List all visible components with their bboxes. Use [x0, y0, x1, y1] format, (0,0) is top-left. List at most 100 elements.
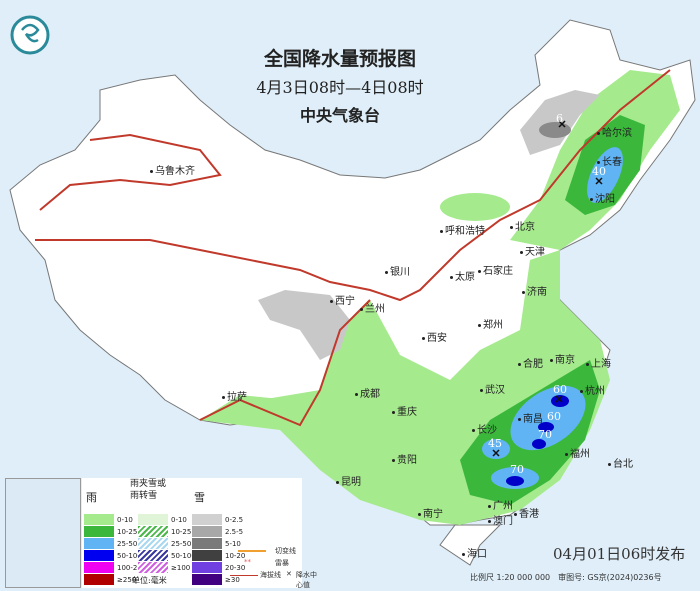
snow-area-plateau [258, 290, 350, 360]
center-x-icon [558, 120, 566, 128]
legend: 雨 雨夹雪或雨转雪 雪 0-10 10-25 25-50 50-100 100-250 ≥… [82, 478, 302, 588]
city-label: 澳门 [488, 512, 513, 527]
legend-center: 降水中心值 [296, 571, 317, 589]
city-label: 昆明 [336, 473, 361, 488]
city-label: 西宁 [330, 292, 355, 307]
center-markers [492, 120, 603, 457]
forecast-period: 4月3日08时—4日08时 [256, 78, 424, 97]
snow-label: 20-30 [225, 564, 246, 572]
snow-swatch [192, 550, 222, 561]
sleet-label: ≥100 [171, 564, 191, 572]
city-label: 太原 [450, 268, 475, 283]
city-label: 贵阳 [392, 451, 417, 466]
snow-swatch [192, 562, 222, 573]
precip-center-value: 40 [592, 165, 606, 178]
city-label: 香港 [514, 505, 539, 520]
city-label: 西安 [422, 329, 447, 344]
center-x-icon [492, 449, 500, 457]
sleet-swatch [138, 514, 168, 525]
rain-label: 25-50 [117, 540, 138, 548]
precip-center-value: 60 [547, 410, 561, 423]
legend-rain-title: 雨 [86, 491, 97, 504]
rain-swatch [84, 574, 114, 585]
rain-50-100-center [506, 476, 524, 486]
legend-shear-line: 切变线 [275, 547, 296, 555]
rain-swatch [84, 526, 114, 537]
city-label: 银川 [385, 263, 410, 278]
snow-swatch [192, 538, 222, 549]
snow-swatch [192, 526, 222, 537]
snow-label: 2.5-5 [225, 528, 244, 536]
legend-snow-title: 雪 [194, 491, 205, 504]
sleet-swatch [138, 538, 168, 549]
snow-swatch [192, 514, 222, 525]
sleet-label: 0-10 [171, 516, 187, 524]
rain-label: ≥250 [117, 576, 137, 584]
rain-0-10-area-inner-mongolia [440, 193, 510, 221]
rain-swatch [84, 514, 114, 525]
precip-center-value: 60 [553, 383, 567, 396]
sleet-label: 25-50 [171, 540, 192, 548]
snow-label: 5-10 [225, 540, 241, 548]
city-label: 成都 [355, 385, 380, 400]
rain-label: 0-10 [117, 516, 133, 524]
snow-label: 0-2.5 [225, 516, 244, 524]
city-label: 海口 [462, 545, 487, 560]
city-label: 天津 [520, 243, 545, 258]
legend-extra: 切变线 ** 雷暴 海拔线 ✕ 降水中心值 [230, 540, 320, 590]
city-label: 南宁 [418, 505, 443, 520]
sleet-label: 10-25 [171, 528, 192, 536]
precip-center-value: 70 [538, 428, 552, 441]
cma-logo-swirl [21, 23, 40, 43]
rain-label: 100-250 [117, 564, 147, 572]
snow-swatch [192, 574, 222, 585]
sleet-swatch [138, 550, 168, 561]
city-label: 重庆 [392, 403, 417, 418]
scale-and-approval: 比例尺 1:20 000 000 审图号: GS京(2024)0236号 [470, 573, 662, 582]
snow-label: ≥30 [225, 576, 240, 584]
city-label: 台北 [608, 455, 633, 470]
city-label: 北京 [510, 218, 535, 233]
center-x-icon: ✕ [286, 570, 292, 578]
rain-50-100-center [532, 439, 546, 449]
center-x-icon [595, 177, 603, 185]
shear-line-swatch [238, 550, 266, 552]
city-label: 乌鲁木齐 [150, 162, 195, 177]
city-label: 杭州 [580, 382, 605, 397]
legend-thunder: 雷暴 [275, 559, 289, 567]
thunder-icon: ** [244, 558, 251, 566]
city-label: 南昌 [518, 410, 543, 425]
city-label: 呼和浩特 [440, 222, 485, 237]
south-china-sea-inset [5, 478, 81, 588]
precip-center-value: 70 [510, 463, 524, 476]
issuer: 中央气象台 [299, 106, 380, 125]
sleet-label: 50-100 [171, 552, 196, 560]
rain-swatch [84, 550, 114, 561]
rain-swatch [84, 538, 114, 549]
city-label: 郑州 [478, 316, 503, 331]
center-x-icon [555, 395, 563, 403]
rain-label: 50-100 [117, 552, 142, 560]
city-label: 福州 [565, 445, 590, 460]
precip-center-value: 45 [488, 437, 502, 450]
rain-25-50-area [482, 439, 510, 459]
contour-swatch [230, 575, 258, 576]
city-label: 济南 [522, 283, 547, 298]
city-label: 长沙 [472, 421, 497, 436]
rain-swatch [84, 562, 114, 573]
issue-time: 04月01日06时发布 [553, 545, 686, 563]
city-label: 上海 [586, 355, 611, 370]
legend-contour: 海拔线 [260, 571, 281, 579]
city-label: 广州 [488, 497, 513, 512]
city-label: 哈尔滨 [597, 124, 632, 139]
city-label: 南京 [550, 351, 575, 366]
city-label: 长春 [597, 153, 622, 168]
city-label: 合肥 [518, 355, 543, 370]
legend-sleet-title: 雨夹雪或雨转雪 [130, 479, 167, 501]
snow-label: 10-20 [225, 552, 246, 560]
sleet-swatch [138, 562, 168, 573]
city-label: 武汉 [480, 381, 505, 396]
legend-unit: 单位:毫米 [132, 576, 167, 585]
city-label: 拉萨 [222, 388, 247, 403]
plateau-contour-line [35, 69, 671, 427]
